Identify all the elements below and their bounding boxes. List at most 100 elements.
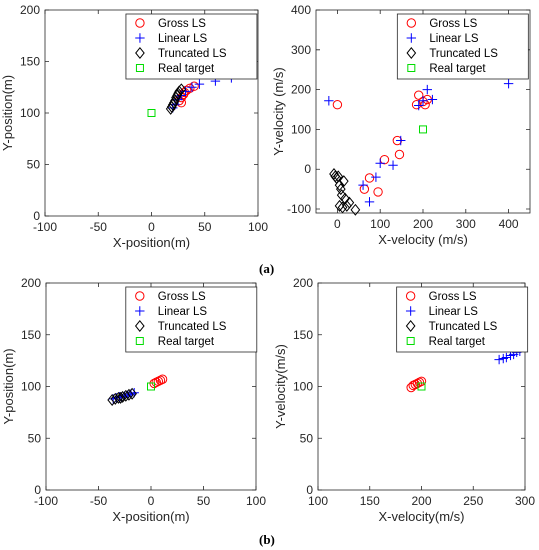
chart-a-right: 0 100 200 300 400 -100 0 100 200 300 400 X-velocity… (271, 3, 531, 247)
x-tick-label: 200 (413, 217, 433, 231)
x-tick-label: 100 (246, 494, 266, 508)
legend-marker (405, 306, 416, 316)
data-point (330, 170, 341, 183)
y-tick-label: 100 (20, 106, 40, 120)
legend-label: Real target (158, 63, 215, 75)
legend-label: Real target (429, 336, 486, 348)
data-point (147, 109, 156, 117)
y-tick-label: -100 (287, 202, 311, 216)
data-point (350, 203, 361, 216)
legend: Gross LS Linear LS Truncated LS Real target (396, 286, 529, 353)
series-linear-ls (324, 78, 514, 207)
legend-label: Linear LS (429, 306, 479, 318)
series-real-target (147, 109, 156, 117)
y-axis-label: Y-position(m) (1, 348, 16, 424)
data-point (388, 160, 398, 170)
y-axis-label: Y-velocity (m/s) (271, 67, 286, 155)
data-point (371, 172, 381, 182)
data-point (334, 199, 345, 212)
legend-label: Truncated LS (158, 321, 227, 333)
data-point (394, 149, 405, 160)
legend-box (396, 286, 529, 353)
series-real-target (419, 125, 427, 134)
legend-label: Truncated LS (429, 48, 498, 60)
data-point (419, 125, 427, 134)
x-axis-label: X-position(m) (112, 509, 189, 524)
y-axis-label: Y-position(m) (0, 75, 15, 151)
x-axis-label: X-velocity (m/s) (378, 232, 468, 247)
y-tick-label: 50 (27, 158, 41, 172)
data-point (416, 376, 427, 387)
data-point (189, 81, 199, 91)
x-tick-label: 0 (148, 494, 155, 508)
legend-marker (135, 306, 145, 316)
legend-marker (134, 320, 145, 332)
x-tick-label: 200 (411, 494, 431, 508)
data-point (375, 158, 385, 168)
legend-label: Gross LS (429, 291, 477, 303)
x-tick-label: 100 (248, 220, 268, 234)
y-tick-label: 0 (34, 483, 41, 497)
legend-label: Gross LS (158, 18, 206, 30)
data-point (427, 94, 438, 105)
data-point (337, 201, 348, 214)
legend: Gross LS Linear LS Truncated LS Real target (396, 13, 529, 80)
y-tick-label: 150 (21, 328, 41, 342)
data-point (157, 374, 168, 384)
legend-marker (406, 337, 415, 345)
legend-marker (135, 291, 145, 301)
y-tick-label: 200 (293, 276, 313, 290)
series-truncated-ls (329, 167, 361, 216)
data-point (174, 85, 185, 98)
x-axis-label: X-velocity(m/s) (379, 509, 465, 524)
x-tick-label: 300 (515, 494, 535, 508)
legend-marker (406, 47, 417, 59)
y-tick-label: 0 (306, 483, 313, 497)
data-point (364, 173, 375, 183)
data-point (334, 179, 345, 192)
series-truncated-ls (107, 387, 137, 406)
legend-label: Gross LS (158, 291, 206, 303)
data-point (324, 96, 334, 106)
chart-a-left: -100 -50 0 50 100 0 50 100 150 200 X-position(m) Y-… (0, 3, 268, 250)
x-tick-label: 50 (197, 494, 211, 508)
data-point (338, 175, 349, 188)
data-point (151, 377, 161, 388)
caption-b: (b) (259, 532, 275, 547)
data-point (414, 90, 424, 100)
x-tick-label: 150 (360, 494, 380, 508)
data-point (340, 192, 350, 205)
data-point (187, 82, 197, 92)
legend-box (125, 13, 258, 80)
series-truncated-ls (165, 83, 187, 115)
data-point (333, 170, 344, 183)
data-point (147, 382, 155, 391)
data-point (335, 183, 346, 196)
y-tick-label: 150 (293, 328, 313, 342)
x-tick-label: 400 (499, 217, 519, 231)
data-point (494, 354, 504, 365)
data-point (344, 196, 355, 209)
y-tick-label: 0 (304, 162, 311, 176)
y-tick-label: 200 (291, 83, 311, 97)
legend-label: Real target (158, 336, 215, 348)
legend-marker (407, 64, 416, 72)
series-gross-ls (149, 374, 168, 389)
legend-marker (135, 337, 144, 345)
data-point (180, 86, 191, 97)
legend: Gross LS Linear LS Truncated LS Real target (125, 13, 258, 80)
x-tick-label: -50 (90, 494, 108, 508)
y-tick-label: 50 (300, 431, 314, 445)
y-axis-label: Y-velocity(m/s) (273, 344, 288, 429)
y-tick-label: 200 (20, 3, 40, 17)
data-point (341, 199, 352, 212)
x-tick-label: -100 (34, 494, 58, 508)
y-tick-label: 100 (291, 122, 311, 136)
x-tick-label: 250 (463, 494, 483, 508)
legend-label: Linear LS (158, 306, 208, 318)
y-tick-label: 100 (293, 380, 313, 394)
x-axis-label: X-position(m) (113, 235, 190, 250)
series-real-target (417, 382, 426, 391)
legend-label: Gross LS (429, 18, 477, 30)
chart-b-right: 100 150 200 250 300050100150200X-velocity(m/… (273, 276, 535, 524)
